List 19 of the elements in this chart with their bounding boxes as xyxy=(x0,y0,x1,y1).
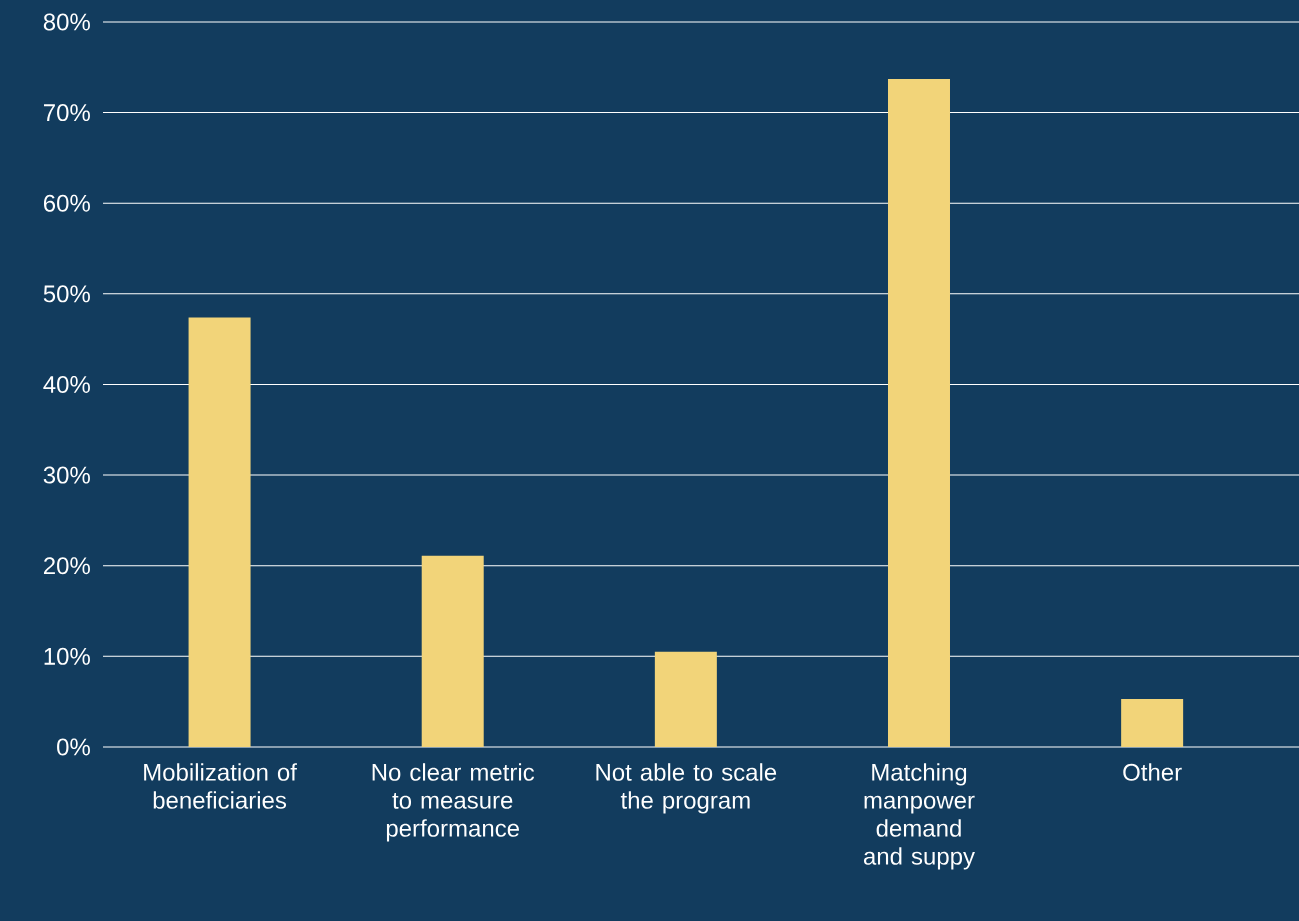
y-tick-label: 20% xyxy=(43,557,90,575)
bar xyxy=(188,317,251,747)
y-tick-label: 80% xyxy=(43,13,90,31)
y-tick-label: 60% xyxy=(43,194,90,212)
bar xyxy=(654,651,717,747)
y-tick-label: 0% xyxy=(57,738,90,756)
bar xyxy=(1121,698,1184,747)
y-tick-label: 40% xyxy=(43,375,90,393)
y-tick-label: 50% xyxy=(43,285,90,303)
x-tick-label: Not able to scale the program xyxy=(596,763,777,814)
x-tick-label: No clear metric to measure performance xyxy=(372,763,535,842)
bar xyxy=(421,555,484,747)
x-tick-label: Matching manpower demand and suppy xyxy=(863,763,975,870)
bar xyxy=(887,79,950,747)
x-tick-label: Mobilization of beneficiaries xyxy=(144,763,297,809)
y-tick-label: 10% xyxy=(44,647,90,665)
y-tick-label: 30% xyxy=(43,466,90,484)
x-tick-label: Other xyxy=(1123,763,1182,781)
y-tick-label: 70% xyxy=(44,104,90,122)
